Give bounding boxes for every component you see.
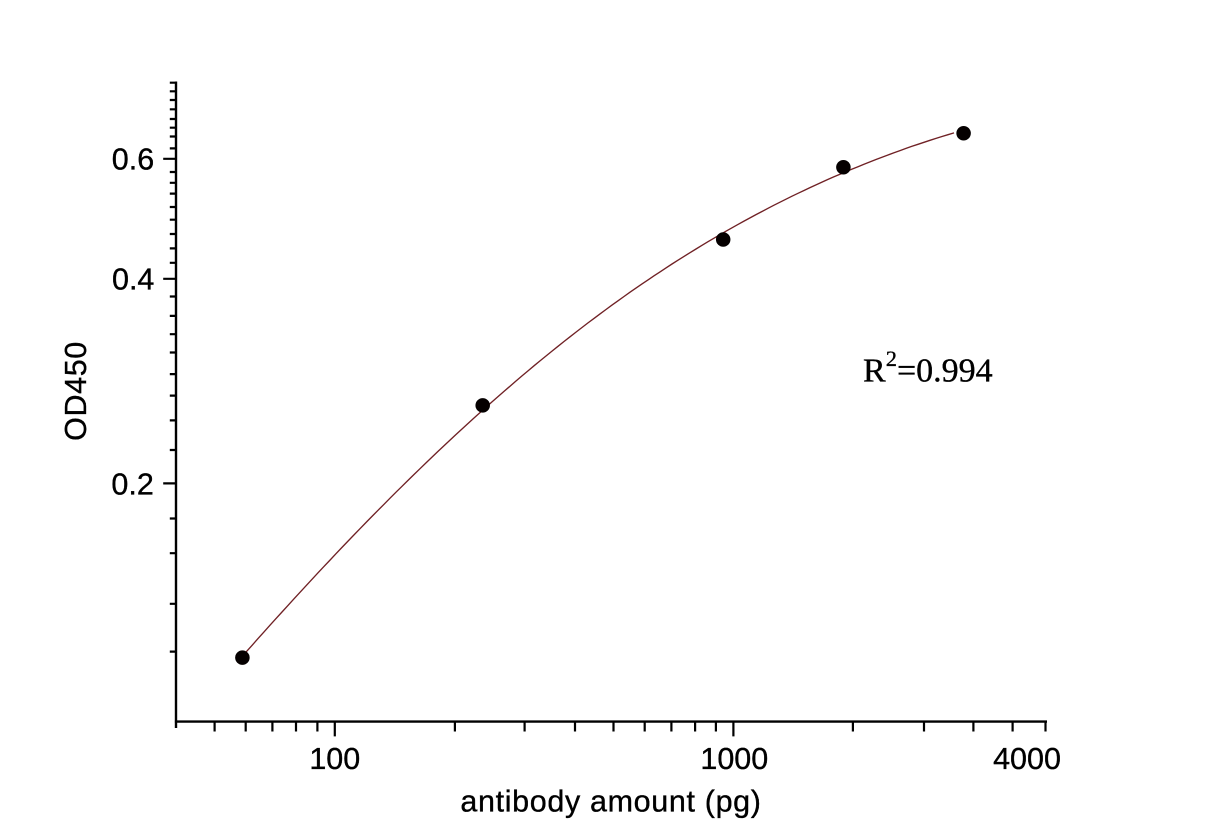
svg-text:0.6: 0.6 <box>112 143 154 177</box>
svg-text:OD450: OD450 <box>59 341 93 441</box>
svg-text:0.4: 0.4 <box>112 262 154 296</box>
svg-text:0.2: 0.2 <box>111 467 153 501</box>
svg-text:antibody amount (pg): antibody amount (pg) <box>460 785 761 819</box>
svg-text:1000: 1000 <box>700 742 768 776</box>
svg-text:R2=0.994: R2=0.994 <box>863 346 993 390</box>
svg-text:100: 100 <box>309 742 360 776</box>
svg-text:4000: 4000 <box>993 742 1061 776</box>
